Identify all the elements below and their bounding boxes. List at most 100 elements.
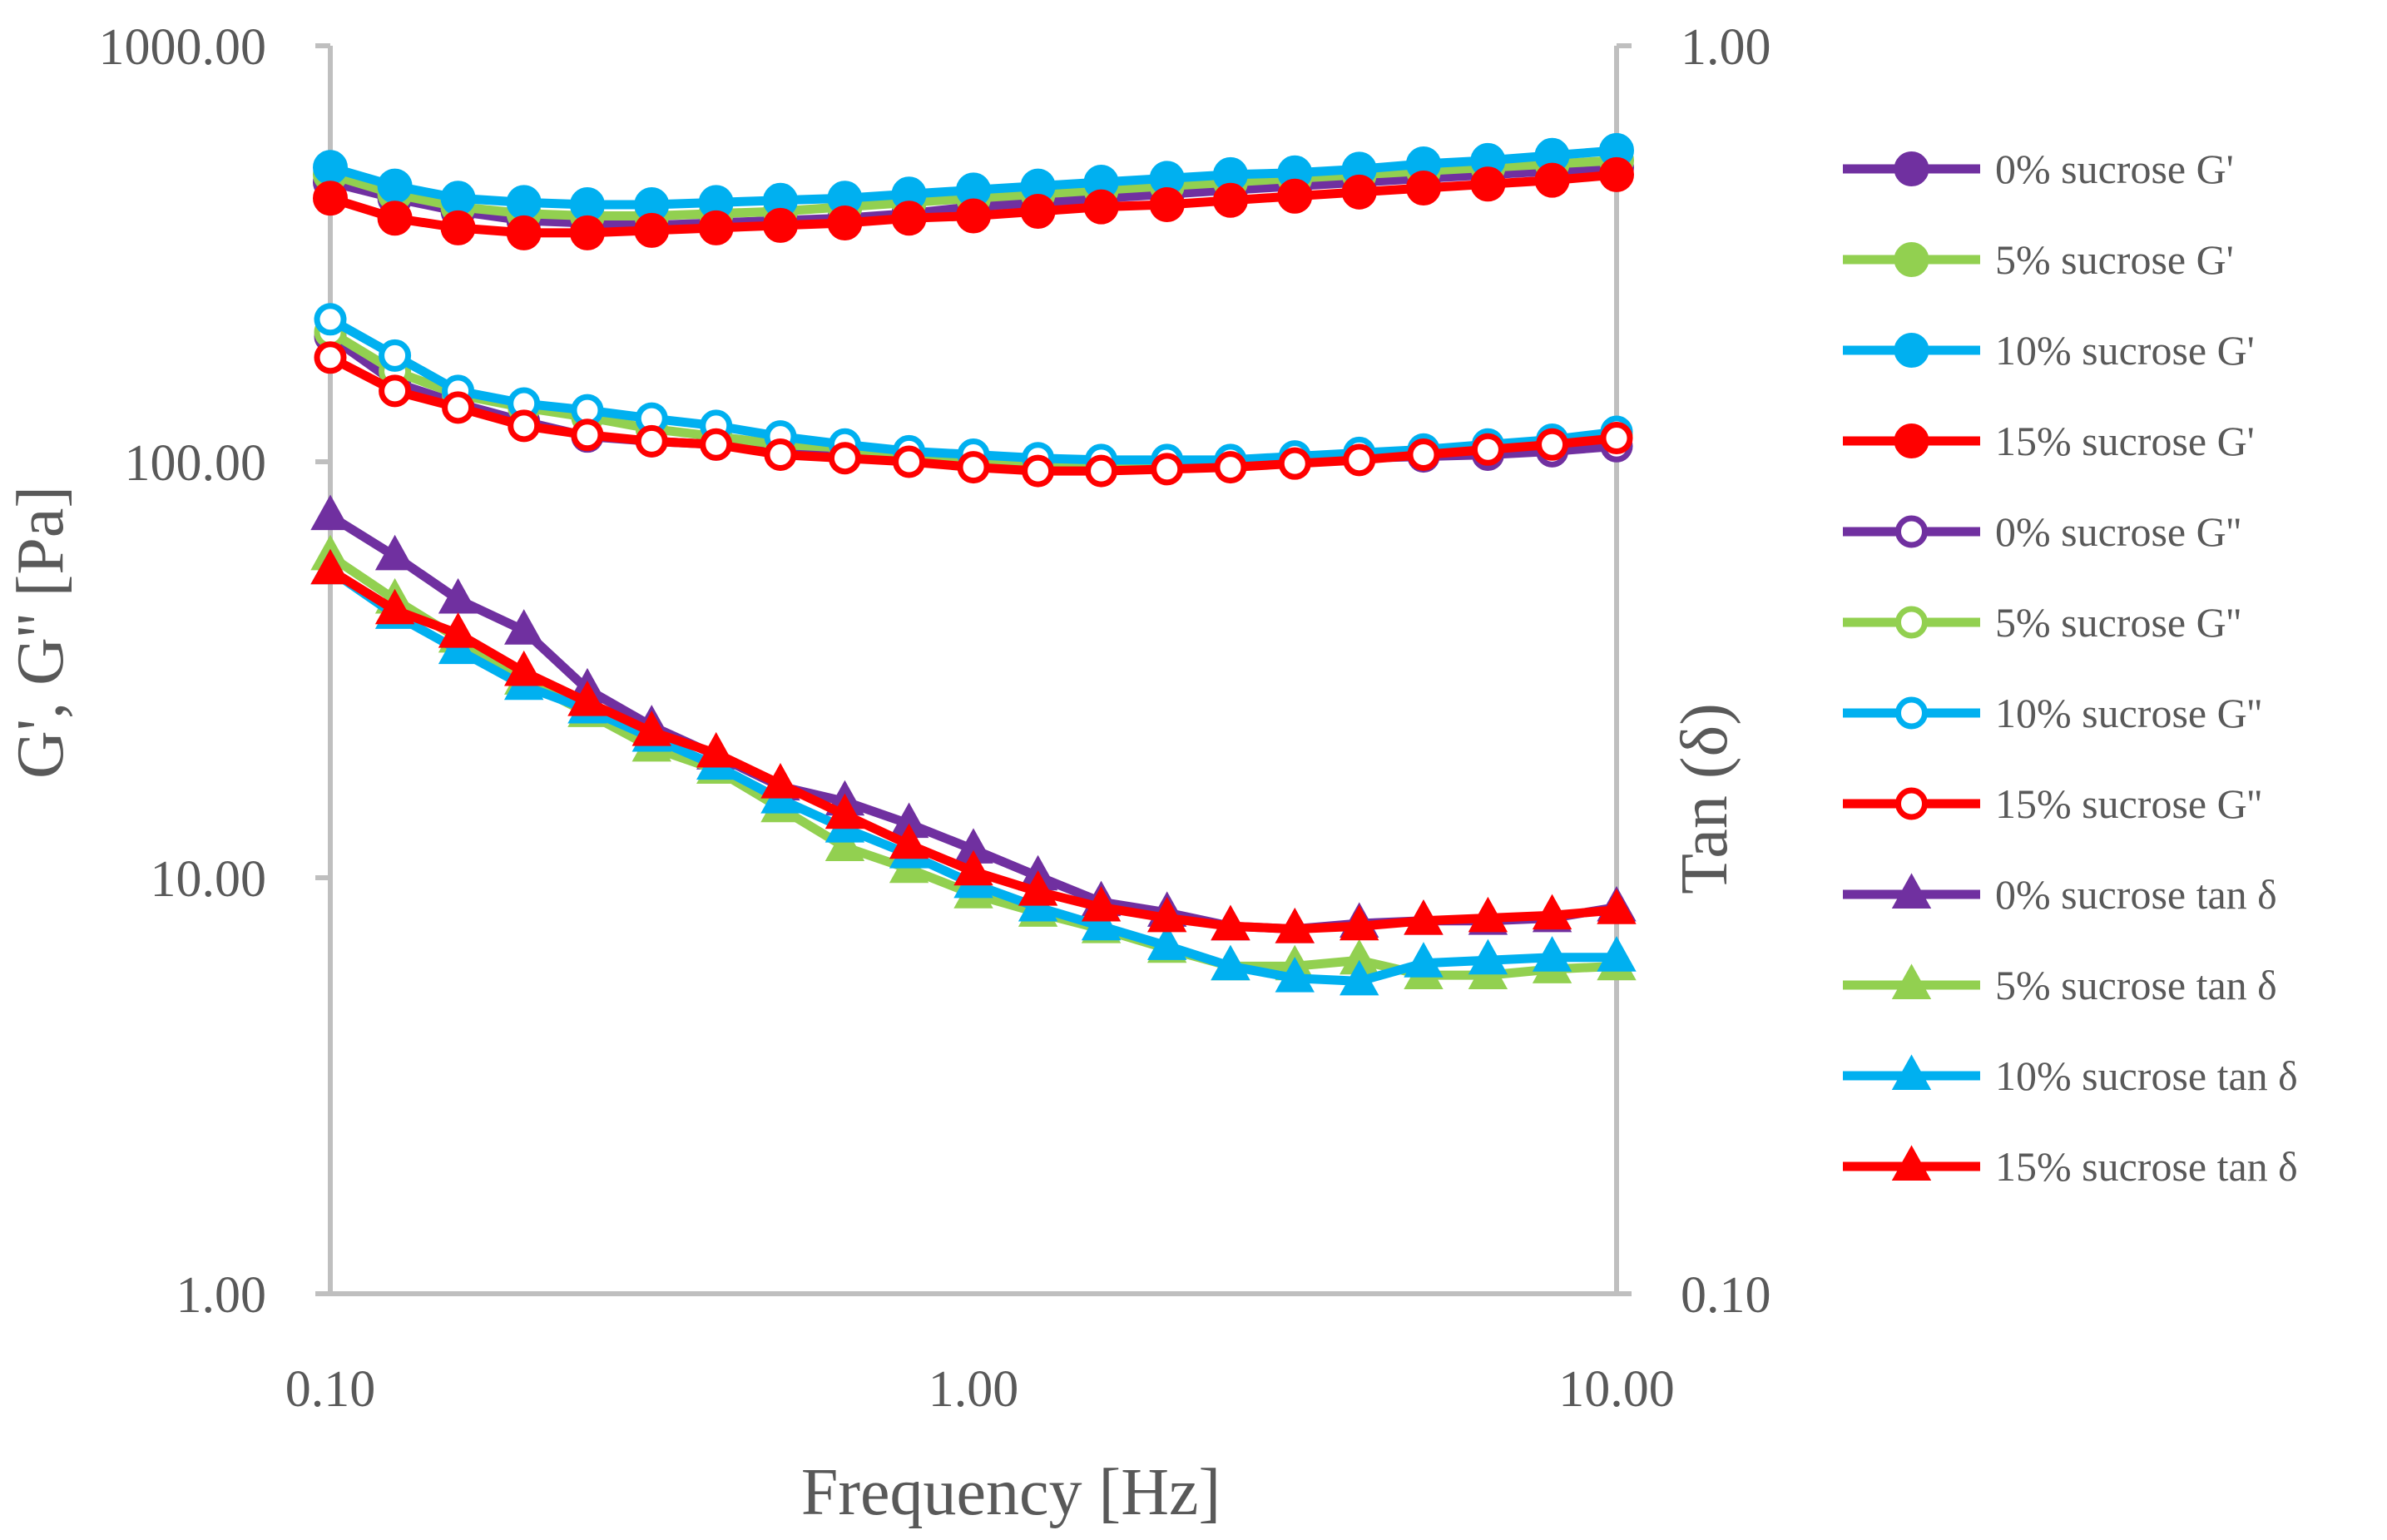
data-point	[438, 612, 478, 648]
data-point	[310, 548, 350, 585]
data-point	[893, 445, 926, 478]
data-point	[1597, 936, 1637, 972]
data-point	[1022, 454, 1055, 488]
data-point	[1532, 894, 1572, 930]
legend-item: 15% sucrose G'	[1843, 418, 2255, 464]
data-point	[1895, 606, 1928, 639]
data-point	[1470, 166, 1506, 202]
data-point	[503, 609, 544, 645]
data-point	[631, 711, 671, 746]
data-point	[377, 168, 413, 204]
y2-tick-label: 0.10	[1681, 1267, 1771, 1324]
legend-item: 15% sucrose G''	[1843, 780, 2262, 827]
y2-tick-label: 1.00	[1681, 19, 1771, 76]
data-point	[1085, 454, 1118, 488]
series-3	[313, 156, 1634, 250]
data-point	[440, 210, 476, 245]
data-point	[1600, 422, 1633, 455]
data-point	[1597, 889, 1637, 924]
legend-item: 0% sucrose G'	[1843, 146, 2234, 192]
data-point	[635, 424, 668, 458]
data-point	[1471, 433, 1504, 466]
data-point	[1891, 1054, 1932, 1090]
data-point	[1404, 899, 1444, 935]
data-point	[1083, 189, 1119, 225]
legend-label: 15% sucrose tan δ	[1995, 1143, 2298, 1190]
legend-label: 10% sucrose tan δ	[1995, 1052, 2298, 1099]
data-point	[700, 428, 733, 461]
data-point	[825, 793, 865, 829]
data-point	[1895, 515, 1928, 548]
data-point	[760, 763, 800, 799]
legend-label: 10% sucrose G'	[1995, 327, 2255, 374]
legend-item: 10% sucrose G''	[1843, 690, 2262, 736]
legend-label: 15% sucrose G''	[1995, 780, 2262, 827]
data-point	[1894, 423, 1929, 458]
y-tick-label: 100.00	[125, 435, 267, 492]
data-point	[1534, 162, 1570, 198]
x-tick-label: 0.10	[285, 1361, 376, 1418]
legend-item: 5% sucrose tan δ	[1843, 962, 2277, 1008]
legend-label: 0% sucrose G'	[1995, 146, 2234, 192]
data-point	[1020, 193, 1056, 229]
data-point	[1340, 959, 1379, 996]
data-point	[571, 418, 604, 452]
data-point	[1404, 942, 1444, 978]
data-point	[1468, 938, 1508, 975]
data-point	[828, 442, 861, 475]
data-point	[313, 181, 348, 216]
legend-item: 0% sucrose tan δ	[1843, 871, 2277, 918]
x-tick-label: 10.00	[1558, 1361, 1675, 1418]
data-point	[1407, 438, 1440, 471]
data-point	[1340, 904, 1379, 941]
y-axis-title: G', G'' [Pa]	[4, 486, 77, 779]
data-point	[503, 650, 544, 686]
data-point	[1081, 885, 1122, 922]
data-point	[1891, 963, 1932, 999]
data-point	[1891, 1145, 1932, 1181]
legend-label: 5% sucrose G''	[1995, 599, 2241, 646]
series-11	[310, 548, 1637, 943]
legend: 0% sucrose G' 5% sucrose G' 10% sucrose G'…	[1843, 146, 2298, 1190]
data-point	[956, 198, 991, 234]
legend-label: 15% sucrose G'	[1995, 418, 2255, 464]
data-point	[506, 185, 542, 220]
data-point	[762, 207, 798, 243]
data-point	[1599, 156, 1634, 192]
data-point	[374, 588, 415, 625]
legend-label: 0% sucrose tan δ	[1995, 871, 2277, 918]
series-layer	[310, 132, 1637, 996]
data-point	[1081, 904, 1122, 941]
data-point	[314, 303, 347, 336]
data-point	[696, 731, 736, 768]
data-point	[506, 215, 542, 250]
data-point	[827, 205, 863, 240]
data-point	[1277, 178, 1313, 214]
data-point	[953, 849, 993, 886]
data-point	[1211, 944, 1250, 981]
data-point	[1891, 873, 1932, 909]
data-point	[377, 201, 413, 236]
series-7	[314, 341, 1633, 488]
data-point	[1895, 787, 1928, 820]
legend-item: 0% sucrose G''	[1843, 508, 2241, 555]
data-point	[1275, 957, 1315, 993]
data-point	[442, 391, 475, 424]
data-point	[440, 181, 476, 216]
legend-item: 10% sucrose G'	[1843, 327, 2255, 374]
data-point	[1278, 447, 1311, 480]
data-point	[314, 341, 347, 374]
data-point	[825, 825, 865, 862]
legend-item: 10% sucrose tan δ	[1843, 1052, 2298, 1099]
data-point	[1536, 428, 1569, 461]
data-point	[1341, 174, 1377, 210]
series-2	[313, 132, 1634, 222]
legend-label: 0% sucrose G''	[1995, 508, 2241, 555]
data-point	[1343, 443, 1376, 477]
data-point	[889, 823, 929, 859]
data-point	[1146, 896, 1187, 933]
axes: 1000.00 100.00 10.00 1.00 1.00 0.10 0.10 1.00 10…	[99, 19, 1771, 1418]
data-point	[1275, 907, 1315, 943]
x-axis-title: Frequency [Hz]	[801, 1456, 1221, 1529]
